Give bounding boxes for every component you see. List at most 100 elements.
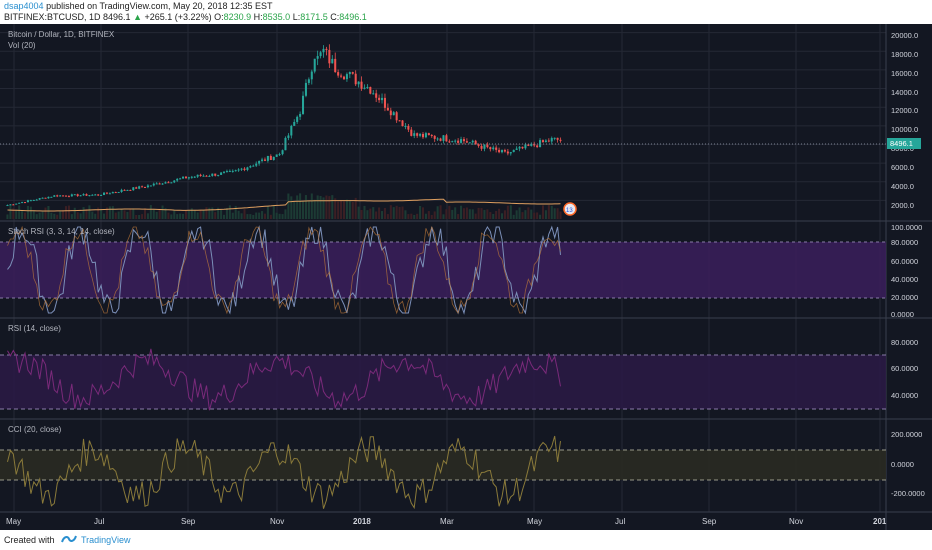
candlesticks (6, 44, 562, 207)
volume-bar (105, 207, 108, 219)
candle-body (205, 175, 208, 177)
volume-bar (29, 206, 32, 219)
y-tick: 40.0000 (891, 391, 918, 400)
volume-bar (503, 210, 506, 219)
volume-bar (363, 205, 366, 219)
tradingview-logo-icon[interactable] (60, 533, 78, 547)
candle-body (138, 186, 141, 189)
volume-bar (217, 207, 220, 219)
chart-svg[interactable]: Bitcoin / Dollar, 1D, BITFINEX Vol (20) … (0, 24, 932, 530)
candle-body (94, 194, 97, 196)
up-arrow-icon: ▲ (133, 12, 142, 22)
volume-bar (73, 207, 76, 219)
y-tick: 6000.0 (891, 163, 914, 172)
volume-bar (255, 212, 258, 219)
volume-bar (76, 212, 79, 219)
candle-body (50, 196, 53, 198)
time-scale[interactable]: May Jul Sep Nov 2018 Mar May Jul Sep Nov… (6, 517, 887, 526)
x-tick: Sep (702, 517, 717, 526)
candle-body (187, 177, 190, 179)
candle-body (337, 72, 340, 76)
high-label: H: (253, 12, 263, 22)
candle-body (521, 146, 524, 149)
main-price-scale[interactable]: 20000.0 18000.0 16000.0 14000.0 12000.0 … (891, 31, 918, 210)
volume-bar (386, 214, 389, 219)
volume-bar (527, 207, 530, 219)
volume-bar (410, 213, 413, 219)
volume-bar (489, 212, 492, 219)
candle-body (158, 183, 161, 185)
tradingview-brand-link[interactable]: TradingView (81, 535, 131, 545)
volume-bar (383, 207, 386, 219)
y-tick: -200.0000 (891, 489, 925, 498)
candle-body (541, 140, 545, 143)
cci-line (7, 435, 561, 510)
volume-bar (184, 210, 187, 219)
volume-bar (176, 214, 179, 219)
volume-bar (47, 205, 50, 219)
stoch-scale[interactable]: 100.0000 80.0000 60.0000 40.0000 20.0000… (891, 223, 922, 319)
author-link[interactable]: dsap4004 (4, 1, 44, 11)
volume-bar (62, 210, 65, 219)
candle-body (363, 87, 366, 89)
y-tick: 4000.0 (891, 182, 914, 191)
candle-body (471, 140, 474, 143)
candle-body (252, 165, 255, 167)
volume-bar (152, 209, 155, 219)
candle-body (108, 193, 111, 195)
cci-pane-title: CCI (20, close) (8, 425, 62, 434)
candle-body (193, 176, 196, 178)
volume-bar (541, 205, 545, 219)
volume-bar (340, 200, 343, 219)
candle-body (500, 150, 504, 153)
candle-body (468, 142, 471, 144)
volume-bar (427, 211, 430, 219)
volume-bar (141, 214, 144, 219)
x-tick: Nov (270, 517, 284, 526)
candle-body (155, 183, 158, 185)
candle-body (392, 112, 395, 116)
volume-bar (293, 201, 296, 219)
main-pane[interactable] (0, 24, 886, 221)
volume-bar (398, 207, 401, 219)
volume-bar (18, 205, 21, 219)
candle-body (88, 195, 91, 197)
volume-bar (536, 212, 539, 219)
volume-bar (170, 214, 173, 219)
events-icon[interactable] (563, 202, 577, 216)
candle-body (416, 133, 419, 136)
volume-bar (483, 209, 486, 219)
main-pane-title: Bitcoin / Dollar, 1D, BITFINEX (8, 30, 115, 39)
candle-body (6, 205, 9, 207)
candle-body (111, 192, 114, 194)
candle-body (304, 82, 307, 96)
volume-bar (143, 208, 147, 219)
volume-bar (304, 195, 307, 219)
rsi-scale[interactable]: 80.0000 60.0000 40.0000 (891, 338, 918, 400)
volume-bar (9, 205, 12, 219)
y-tick: 14000.0 (891, 88, 918, 97)
candle-body (342, 76, 346, 80)
volume-bar (117, 211, 120, 219)
candle-body (211, 173, 214, 176)
candle-body (21, 202, 24, 204)
cci-scale[interactable]: 200.0000 0.0000 -200.0000 (891, 430, 925, 498)
volume-bar (149, 205, 152, 219)
candle-body (146, 185, 149, 188)
volume-bar (442, 214, 445, 219)
candle-body (331, 58, 334, 64)
candle-body (436, 138, 439, 140)
volume-bar (284, 209, 287, 219)
volume-bar (26, 205, 29, 219)
chart-area[interactable]: Bitcoin / Dollar, 1D, BITFINEX Vol (20) … (0, 24, 932, 530)
candle-body (44, 197, 47, 199)
candle-body (182, 176, 185, 179)
candle-body (97, 194, 100, 196)
candle-body (465, 141, 468, 143)
volume-bar (474, 213, 477, 219)
volume-bar (196, 212, 199, 219)
volume-bar (114, 212, 117, 219)
candle-body (348, 72, 351, 75)
candle-body (179, 178, 182, 180)
volume-bar (313, 199, 316, 219)
